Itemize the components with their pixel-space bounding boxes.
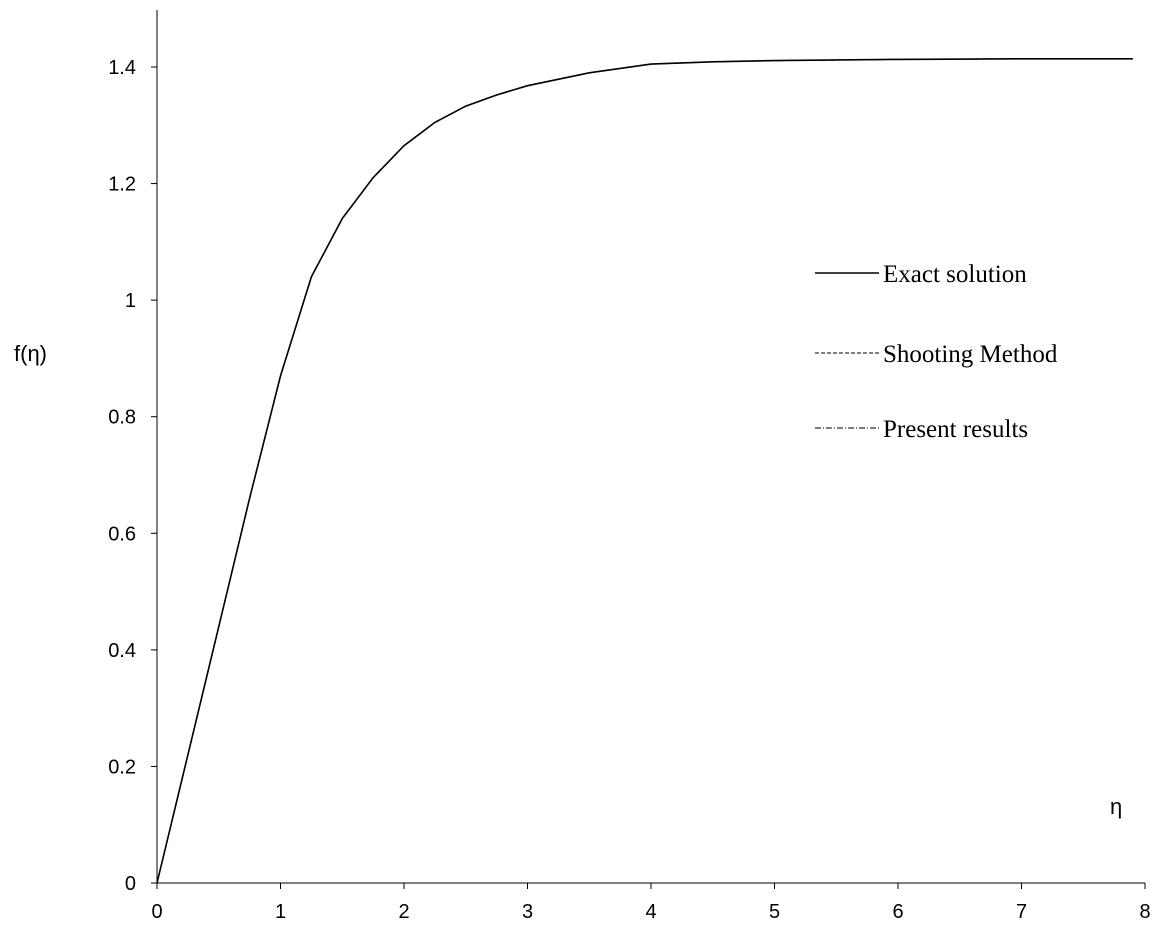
x-axis-label: η — [1110, 794, 1122, 819]
x-tick-label: 6 — [892, 901, 903, 923]
x-axis-ticks: 0 1 2 3 4 5 6 7 8 — [151, 883, 1151, 923]
x-tick-label: 3 — [522, 901, 533, 923]
series-line-0 — [156, 57, 1133, 884]
y-tick-label: 1.4 — [108, 57, 136, 79]
y-tick-label: 0 — [125, 873, 136, 895]
x-tick-label: 7 — [1016, 901, 1027, 923]
legend-label-2: Present results — [883, 416, 1028, 443]
y-axis-ticks: 0 0.2 0.4 0.6 0.8 1 1.2 1.4 — [108, 57, 157, 895]
x-tick-label: 8 — [1139, 901, 1150, 923]
x-tick-label: 0 — [151, 901, 162, 923]
y-tick-label: 0.4 — [108, 640, 136, 662]
series-line-2 — [156, 58, 1133, 884]
series-lines — [156, 57, 1133, 884]
axes — [156, 10, 1145, 884]
y-tick-label: 0.6 — [108, 523, 136, 545]
x-tick-label: 1 — [275, 901, 286, 923]
x-tick-label: 4 — [645, 901, 656, 923]
y-tick-label: 0.2 — [108, 756, 136, 778]
y-tick-label: 1.2 — [108, 174, 136, 196]
legend: Exact solution Shooting Method Present res… — [815, 261, 1058, 443]
x-tick-label: 5 — [769, 901, 780, 923]
y-axis-label: f(η) — [14, 341, 47, 366]
y-tick-label: 0.8 — [108, 407, 136, 429]
series-line-1 — [156, 58, 1133, 884]
legend-label-0: Exact solution — [883, 261, 1027, 288]
legend-label-1: Shooting Method — [883, 341, 1058, 368]
x-tick-label: 2 — [398, 901, 409, 923]
y-tick-label: 1 — [125, 290, 136, 312]
